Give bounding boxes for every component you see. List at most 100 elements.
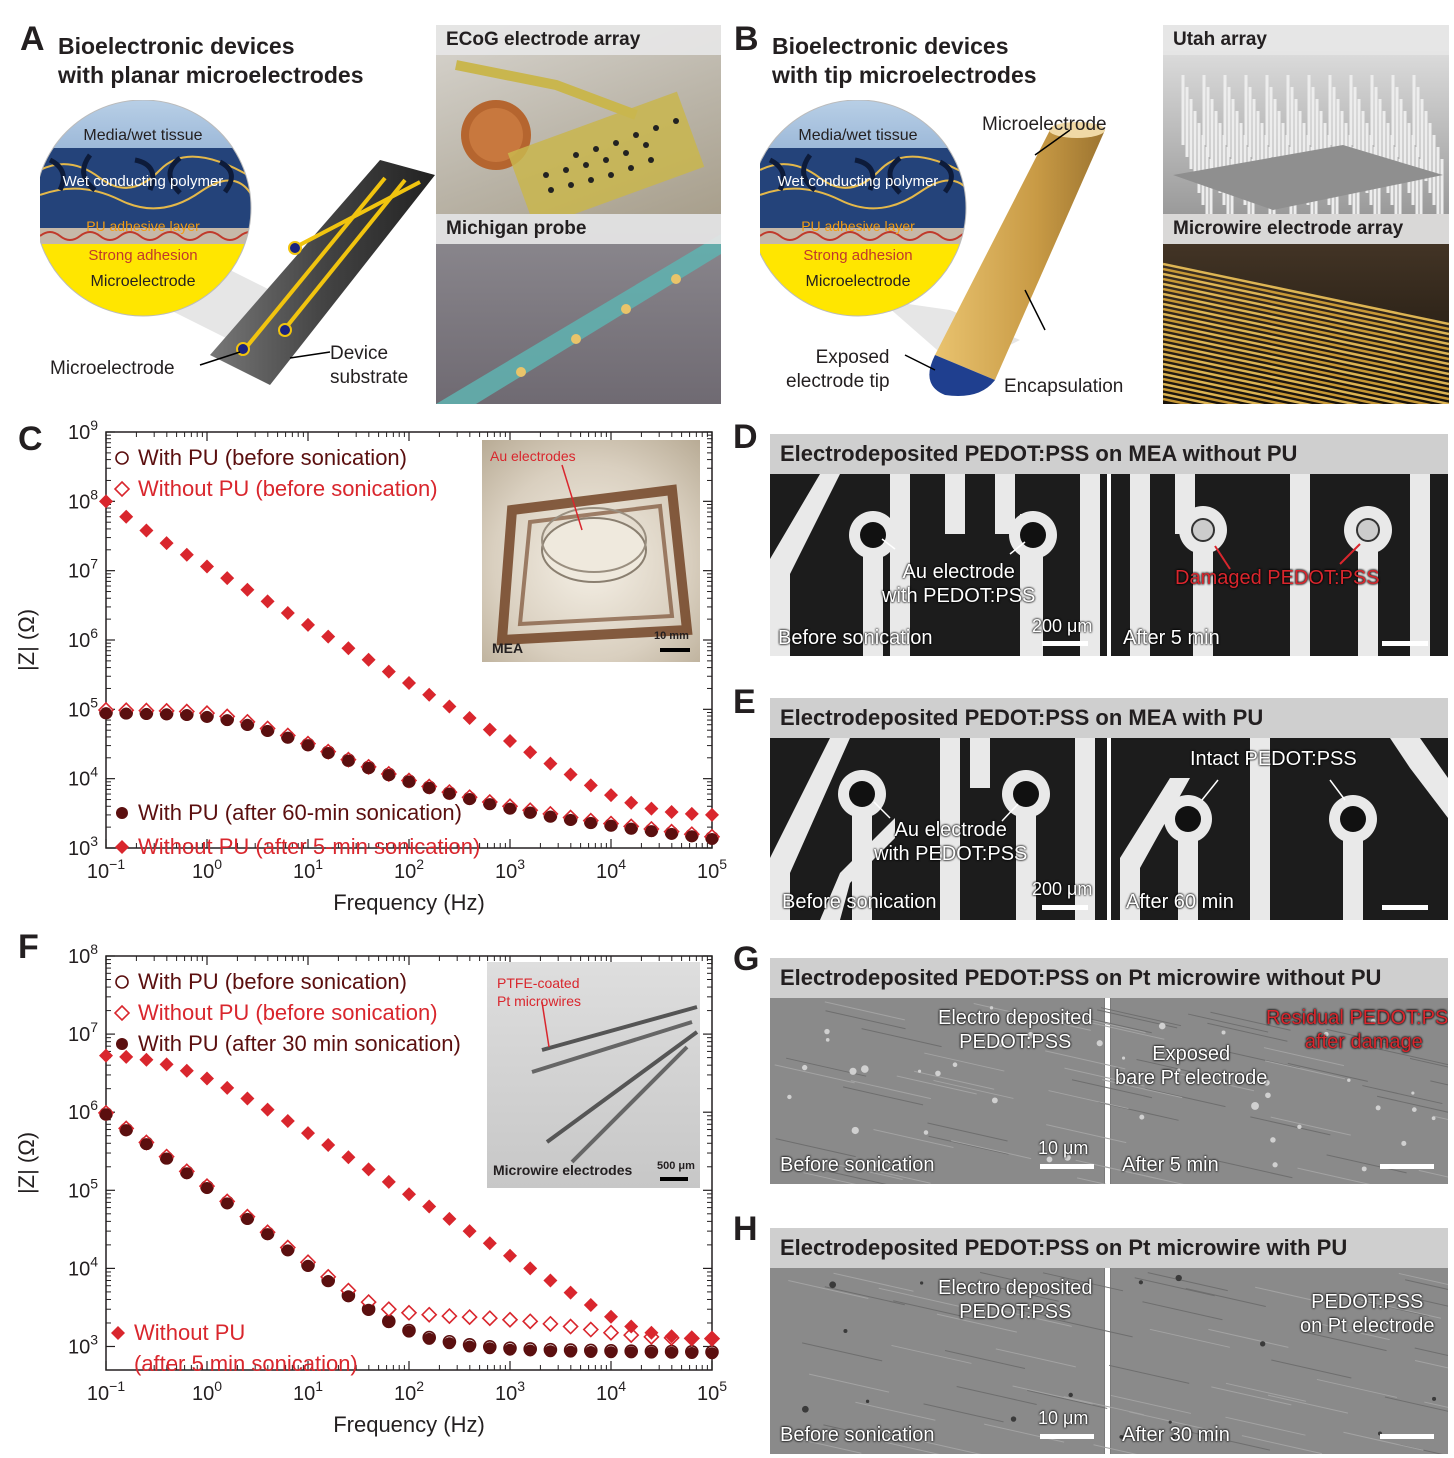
sem-d-right-caption: After 5 min bbox=[1123, 627, 1220, 649]
y-tick-label: 107 bbox=[68, 1019, 98, 1046]
sem-scratch bbox=[1409, 1057, 1448, 1068]
data-point-series-2 bbox=[665, 1346, 678, 1359]
sem-scratch bbox=[1433, 1115, 1448, 1120]
data-point-series-3 bbox=[99, 494, 113, 509]
microwire-strand bbox=[1163, 372, 1313, 404]
sem-h-scale-label: 10 μm bbox=[1038, 1408, 1089, 1428]
sem-particle bbox=[1168, 1420, 1172, 1424]
sem-scratch bbox=[1405, 1279, 1448, 1290]
sem-particle bbox=[1068, 1392, 1073, 1398]
data-point-series-2 bbox=[584, 816, 597, 829]
sem-scratch bbox=[1376, 1095, 1448, 1113]
data-point-series-3 bbox=[583, 778, 598, 793]
sem-scratch bbox=[936, 1313, 1018, 1333]
microwire-strand bbox=[1163, 307, 1449, 371]
data-point-series-2 bbox=[564, 813, 577, 826]
sem-d-left-annotation: Au electrode with PEDOT:PSS bbox=[882, 561, 1036, 607]
sem-g-right-caption: After 5 min bbox=[1122, 1154, 1219, 1176]
sem-scratch bbox=[1255, 1286, 1336, 1306]
sem-e-right-scale-bar bbox=[1382, 905, 1428, 910]
sem-scratch bbox=[1173, 1072, 1255, 1092]
microwire-strand bbox=[1163, 337, 1449, 401]
sem-scratch bbox=[1110, 1394, 1192, 1414]
microwire-strand bbox=[1163, 312, 1449, 376]
sem-particle bbox=[1323, 1031, 1329, 1037]
sem-particle bbox=[991, 1097, 998, 1104]
data-point-series-2 bbox=[100, 1108, 112, 1121]
sem-scratch bbox=[781, 1434, 862, 1454]
sem-particle bbox=[824, 1028, 830, 1035]
y-tick-label: 106 bbox=[68, 625, 98, 652]
sem-scratch bbox=[833, 1272, 914, 1292]
microwire-strand bbox=[1163, 347, 1432, 404]
sem-particle bbox=[861, 1065, 869, 1073]
x-tick-label: 105 bbox=[697, 856, 727, 883]
y-tick-label: 104 bbox=[68, 1253, 98, 1280]
microwire-strand bbox=[1163, 282, 1449, 346]
sem-particle bbox=[1171, 1434, 1176, 1439]
data-point-series-3 bbox=[99, 1048, 113, 1063]
x-axis-label: Frequency (Hz) bbox=[333, 1412, 485, 1437]
data-point-series-3 bbox=[442, 699, 457, 714]
sem-h-left-annotation: Electro deposited PEDOT:PSS bbox=[938, 1277, 1093, 1323]
microelectrode-dot bbox=[236, 342, 250, 356]
sem-scratch bbox=[1326, 1028, 1407, 1048]
sem-scratch bbox=[1048, 1090, 1129, 1110]
panel-b-title-line1: Bioelectronic devices bbox=[772, 33, 1009, 59]
microwire-strand bbox=[1163, 352, 1408, 404]
data-point-series-2 bbox=[160, 708, 173, 721]
data-point-series-2 bbox=[423, 1332, 436, 1345]
sem-e-scale-label: 200 μm bbox=[1032, 879, 1093, 899]
sem-particle bbox=[923, 1130, 929, 1135]
data-point-series-3 bbox=[341, 1150, 356, 1165]
legend-top-0-marker bbox=[115, 975, 129, 989]
legend-top-2: With PU (after 30 min sonication) bbox=[138, 1031, 461, 1056]
sem-scratch bbox=[1297, 1167, 1371, 1184]
legend-bottom-cont: (after 5 min sonication) bbox=[134, 1351, 358, 1376]
sem-particle bbox=[801, 1405, 809, 1413]
microwire-strand bbox=[1163, 387, 1241, 404]
y-tick-label: 105 bbox=[68, 694, 98, 721]
data-point-series-2 bbox=[463, 792, 476, 805]
panel-b-schematic: Media/wet tissue Wet conducting polymer … bbox=[760, 100, 1105, 396]
data-point-series-1 bbox=[441, 1307, 458, 1325]
data-point-series-3 bbox=[604, 1309, 618, 1324]
sem-scratch bbox=[978, 1282, 1059, 1302]
sem-scratch bbox=[1077, 1177, 1107, 1184]
data-point-series-3 bbox=[361, 1162, 376, 1177]
panel-letter-d: D bbox=[733, 418, 758, 456]
sem-scratch bbox=[1398, 1272, 1448, 1286]
sem-scratch bbox=[1102, 1079, 1183, 1099]
data-point-series-3 bbox=[442, 1211, 457, 1226]
sem-scratch bbox=[1149, 1328, 1230, 1348]
chart-f: 10−1 100 101 102 103 104 105 103 104 105 106 107 108… bbox=[14, 941, 727, 1437]
data-point-series-3 bbox=[523, 745, 538, 760]
data-point-series-2 bbox=[281, 1244, 294, 1257]
sem-e-title: Electrodeposited PEDOT:PSS on MEA with P… bbox=[770, 698, 1448, 738]
sem-h-scale-bar bbox=[1040, 1434, 1094, 1439]
data-point-series-1 bbox=[461, 1308, 478, 1326]
circle-electrode-label-b: Microelectrode bbox=[806, 273, 911, 290]
sem-scratch bbox=[973, 1002, 1054, 1022]
sem-d-right-scale-bar bbox=[1382, 641, 1428, 646]
data-point-series-3 bbox=[462, 710, 477, 725]
sem-scratch bbox=[823, 1169, 887, 1184]
mea-annotation: Au electrodes bbox=[490, 448, 576, 464]
data-point-series-2 bbox=[342, 1290, 355, 1303]
panel-b-title: Bioelectronic devices with tip microelec… bbox=[772, 32, 1037, 90]
sem-particle bbox=[851, 1126, 859, 1135]
sem-particle bbox=[1259, 1341, 1266, 1347]
data-point-series-3 bbox=[684, 806, 699, 821]
sem-scratch bbox=[951, 1140, 1032, 1160]
sem-particle bbox=[1401, 1140, 1407, 1146]
sem-e: Electrodeposited PEDOT:PSS on MEA with P… bbox=[770, 698, 1448, 920]
sem-scratch bbox=[803, 1172, 857, 1184]
data-point-series-2 bbox=[706, 1347, 718, 1360]
legend-bottom-0: With PU (after 60-min sonication) bbox=[138, 800, 462, 825]
y-tick-label: 104 bbox=[68, 764, 98, 791]
data-point-series-3 bbox=[644, 1325, 659, 1340]
data-point-series-3 bbox=[179, 547, 194, 562]
sem-scratch bbox=[1263, 1047, 1345, 1067]
data-point-series-2 bbox=[645, 1346, 658, 1359]
sem-scratch bbox=[1430, 1080, 1448, 1086]
